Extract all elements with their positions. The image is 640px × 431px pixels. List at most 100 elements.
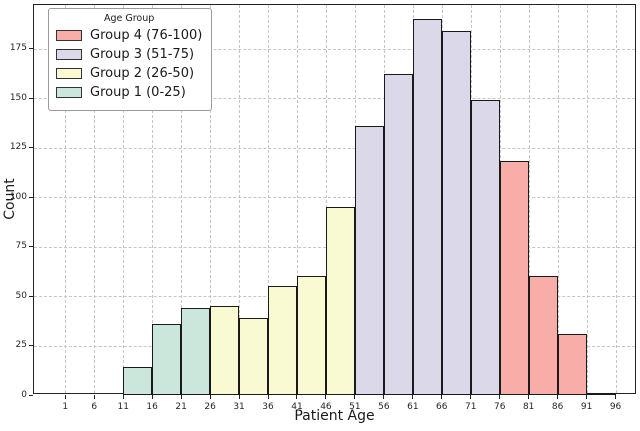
y-tick-mark bbox=[29, 48, 33, 50]
x-tick-mark bbox=[383, 395, 385, 399]
histogram-bar-81-86 bbox=[528, 276, 558, 395]
y-tick-label: 50 bbox=[15, 290, 27, 301]
h-gridline bbox=[34, 48, 635, 50]
v-gridline bbox=[181, 5, 183, 393]
x-tick-label: 76 bbox=[493, 402, 506, 412]
legend-swatch-icon bbox=[56, 30, 82, 41]
x-tick-label: 41 bbox=[291, 402, 303, 412]
x-tick-label: 6 bbox=[91, 402, 98, 412]
histogram-bar-61-66 bbox=[412, 18, 442, 395]
h-gridline bbox=[34, 197, 635, 199]
legend: Age Group Group 4 (76-100) Group 3 (51-75… bbox=[48, 8, 213, 111]
histogram-bar-31-36 bbox=[239, 317, 268, 395]
v-gridline bbox=[239, 5, 241, 393]
histogram-bar-91-96 bbox=[586, 393, 616, 396]
histogram-bar-16-21 bbox=[152, 323, 182, 395]
histogram-bar-71-76 bbox=[470, 100, 500, 395]
histogram-bar-11-16 bbox=[123, 367, 153, 395]
legend-entry: Group 2 (26-50) bbox=[56, 66, 202, 81]
v-gridline bbox=[586, 5, 588, 393]
y-tick-mark bbox=[29, 394, 33, 396]
legend-swatch-icon bbox=[56, 49, 82, 60]
histogram-bar-66-71 bbox=[441, 30, 471, 395]
x-tick-label: 21 bbox=[175, 402, 187, 412]
x-tick-label: 1 bbox=[62, 402, 69, 412]
h-gridline bbox=[34, 147, 635, 149]
x-tick-label: 96 bbox=[609, 402, 622, 412]
y-tick-mark bbox=[29, 246, 33, 248]
legend-entries: Group 4 (76-100) Group 3 (51-75) Group 2 (… bbox=[56, 28, 202, 100]
x-tick-label: 61 bbox=[407, 402, 419, 412]
x-tick-label: 36 bbox=[262, 402, 274, 412]
x-tick-mark bbox=[354, 395, 356, 399]
legend-entry: Group 3 (51-75) bbox=[56, 47, 202, 62]
x-tick-mark bbox=[180, 395, 182, 399]
v-gridline bbox=[152, 5, 154, 393]
x-tick-mark bbox=[238, 395, 240, 399]
histogram-bar-86-91 bbox=[557, 333, 587, 395]
x-tick-mark bbox=[441, 395, 443, 399]
x-tick-mark bbox=[615, 395, 617, 399]
y-tick-label: 25 bbox=[15, 340, 27, 350]
x-tick-mark bbox=[64, 395, 66, 399]
v-gridline bbox=[210, 5, 212, 393]
v-gridline bbox=[296, 5, 298, 393]
v-gridline bbox=[123, 5, 125, 393]
legend-swatch-icon bbox=[56, 87, 82, 98]
y-tick-mark bbox=[29, 147, 33, 149]
x-tick-mark bbox=[412, 395, 414, 399]
x-tick-label: 66 bbox=[436, 402, 448, 412]
histogram-bar-21-26 bbox=[181, 307, 211, 395]
v-gridline bbox=[325, 5, 327, 393]
x-tick-mark bbox=[151, 395, 153, 399]
x-tick-label: 81 bbox=[522, 402, 535, 412]
y-tick-mark bbox=[29, 345, 33, 346]
histogram-bar-76-81 bbox=[499, 161, 529, 395]
x-tick-label: 31 bbox=[233, 402, 245, 412]
x-tick-label: 16 bbox=[146, 402, 158, 412]
histogram-bar-46-51 bbox=[325, 206, 355, 395]
histogram-bar-36-41 bbox=[268, 286, 297, 395]
x-tick-mark bbox=[296, 395, 298, 399]
x-tick-mark bbox=[325, 395, 327, 399]
legend-entry: Group 1 (0-25) bbox=[56, 85, 202, 100]
y-tick-label: 0 bbox=[21, 389, 27, 400]
legend-swatch-icon bbox=[56, 68, 82, 79]
y-tick-label: 175 bbox=[9, 43, 27, 54]
x-tick-label: 71 bbox=[465, 402, 477, 412]
x-tick-label: 51 bbox=[349, 402, 361, 412]
y-tick-mark bbox=[29, 97, 33, 99]
x-tick-label: 46 bbox=[320, 402, 332, 412]
plot-area: 1 6 11 16 21 26 31 36 41 46 51 56 61 66 71 76 81 86 91 96 0 2… bbox=[10, 4, 636, 412]
x-tick-mark bbox=[122, 395, 124, 399]
y-tick-label: 125 bbox=[9, 142, 27, 153]
x-tick-mark bbox=[470, 395, 472, 399]
legend-entry-label: Group 2 (26-50) bbox=[90, 66, 195, 81]
y-tick-label: 75 bbox=[15, 241, 27, 252]
histogram-bar-26-31 bbox=[210, 305, 240, 395]
v-gridline bbox=[268, 5, 270, 393]
y-tick-label: 150 bbox=[9, 92, 27, 103]
y-tick-mark bbox=[29, 196, 33, 198]
x-tick-mark bbox=[586, 395, 588, 399]
v-gridline bbox=[557, 5, 559, 393]
x-tick-label: 56 bbox=[378, 402, 390, 412]
v-gridline bbox=[528, 5, 530, 393]
v-gridline bbox=[94, 5, 96, 393]
y-tick-mark bbox=[29, 295, 33, 297]
v-gridline bbox=[615, 5, 617, 393]
x-tick-mark bbox=[93, 395, 95, 399]
x-axis-label: Patient Age bbox=[294, 408, 375, 424]
x-tick-mark bbox=[267, 395, 269, 399]
histogram-bar-51-56 bbox=[354, 125, 384, 395]
x-tick-mark bbox=[557, 395, 559, 399]
legend-entry-label: Group 4 (76-100) bbox=[90, 28, 203, 43]
y-tick-label: 100 bbox=[9, 191, 27, 202]
x-tick-label: 11 bbox=[117, 402, 129, 412]
x-tick-label: 26 bbox=[204, 402, 216, 412]
legend-entry: Group 4 (76-100) bbox=[56, 28, 202, 43]
x-tick-mark bbox=[499, 395, 501, 399]
histogram-bar-56-61 bbox=[383, 74, 413, 395]
x-tick-label: 91 bbox=[580, 402, 593, 412]
